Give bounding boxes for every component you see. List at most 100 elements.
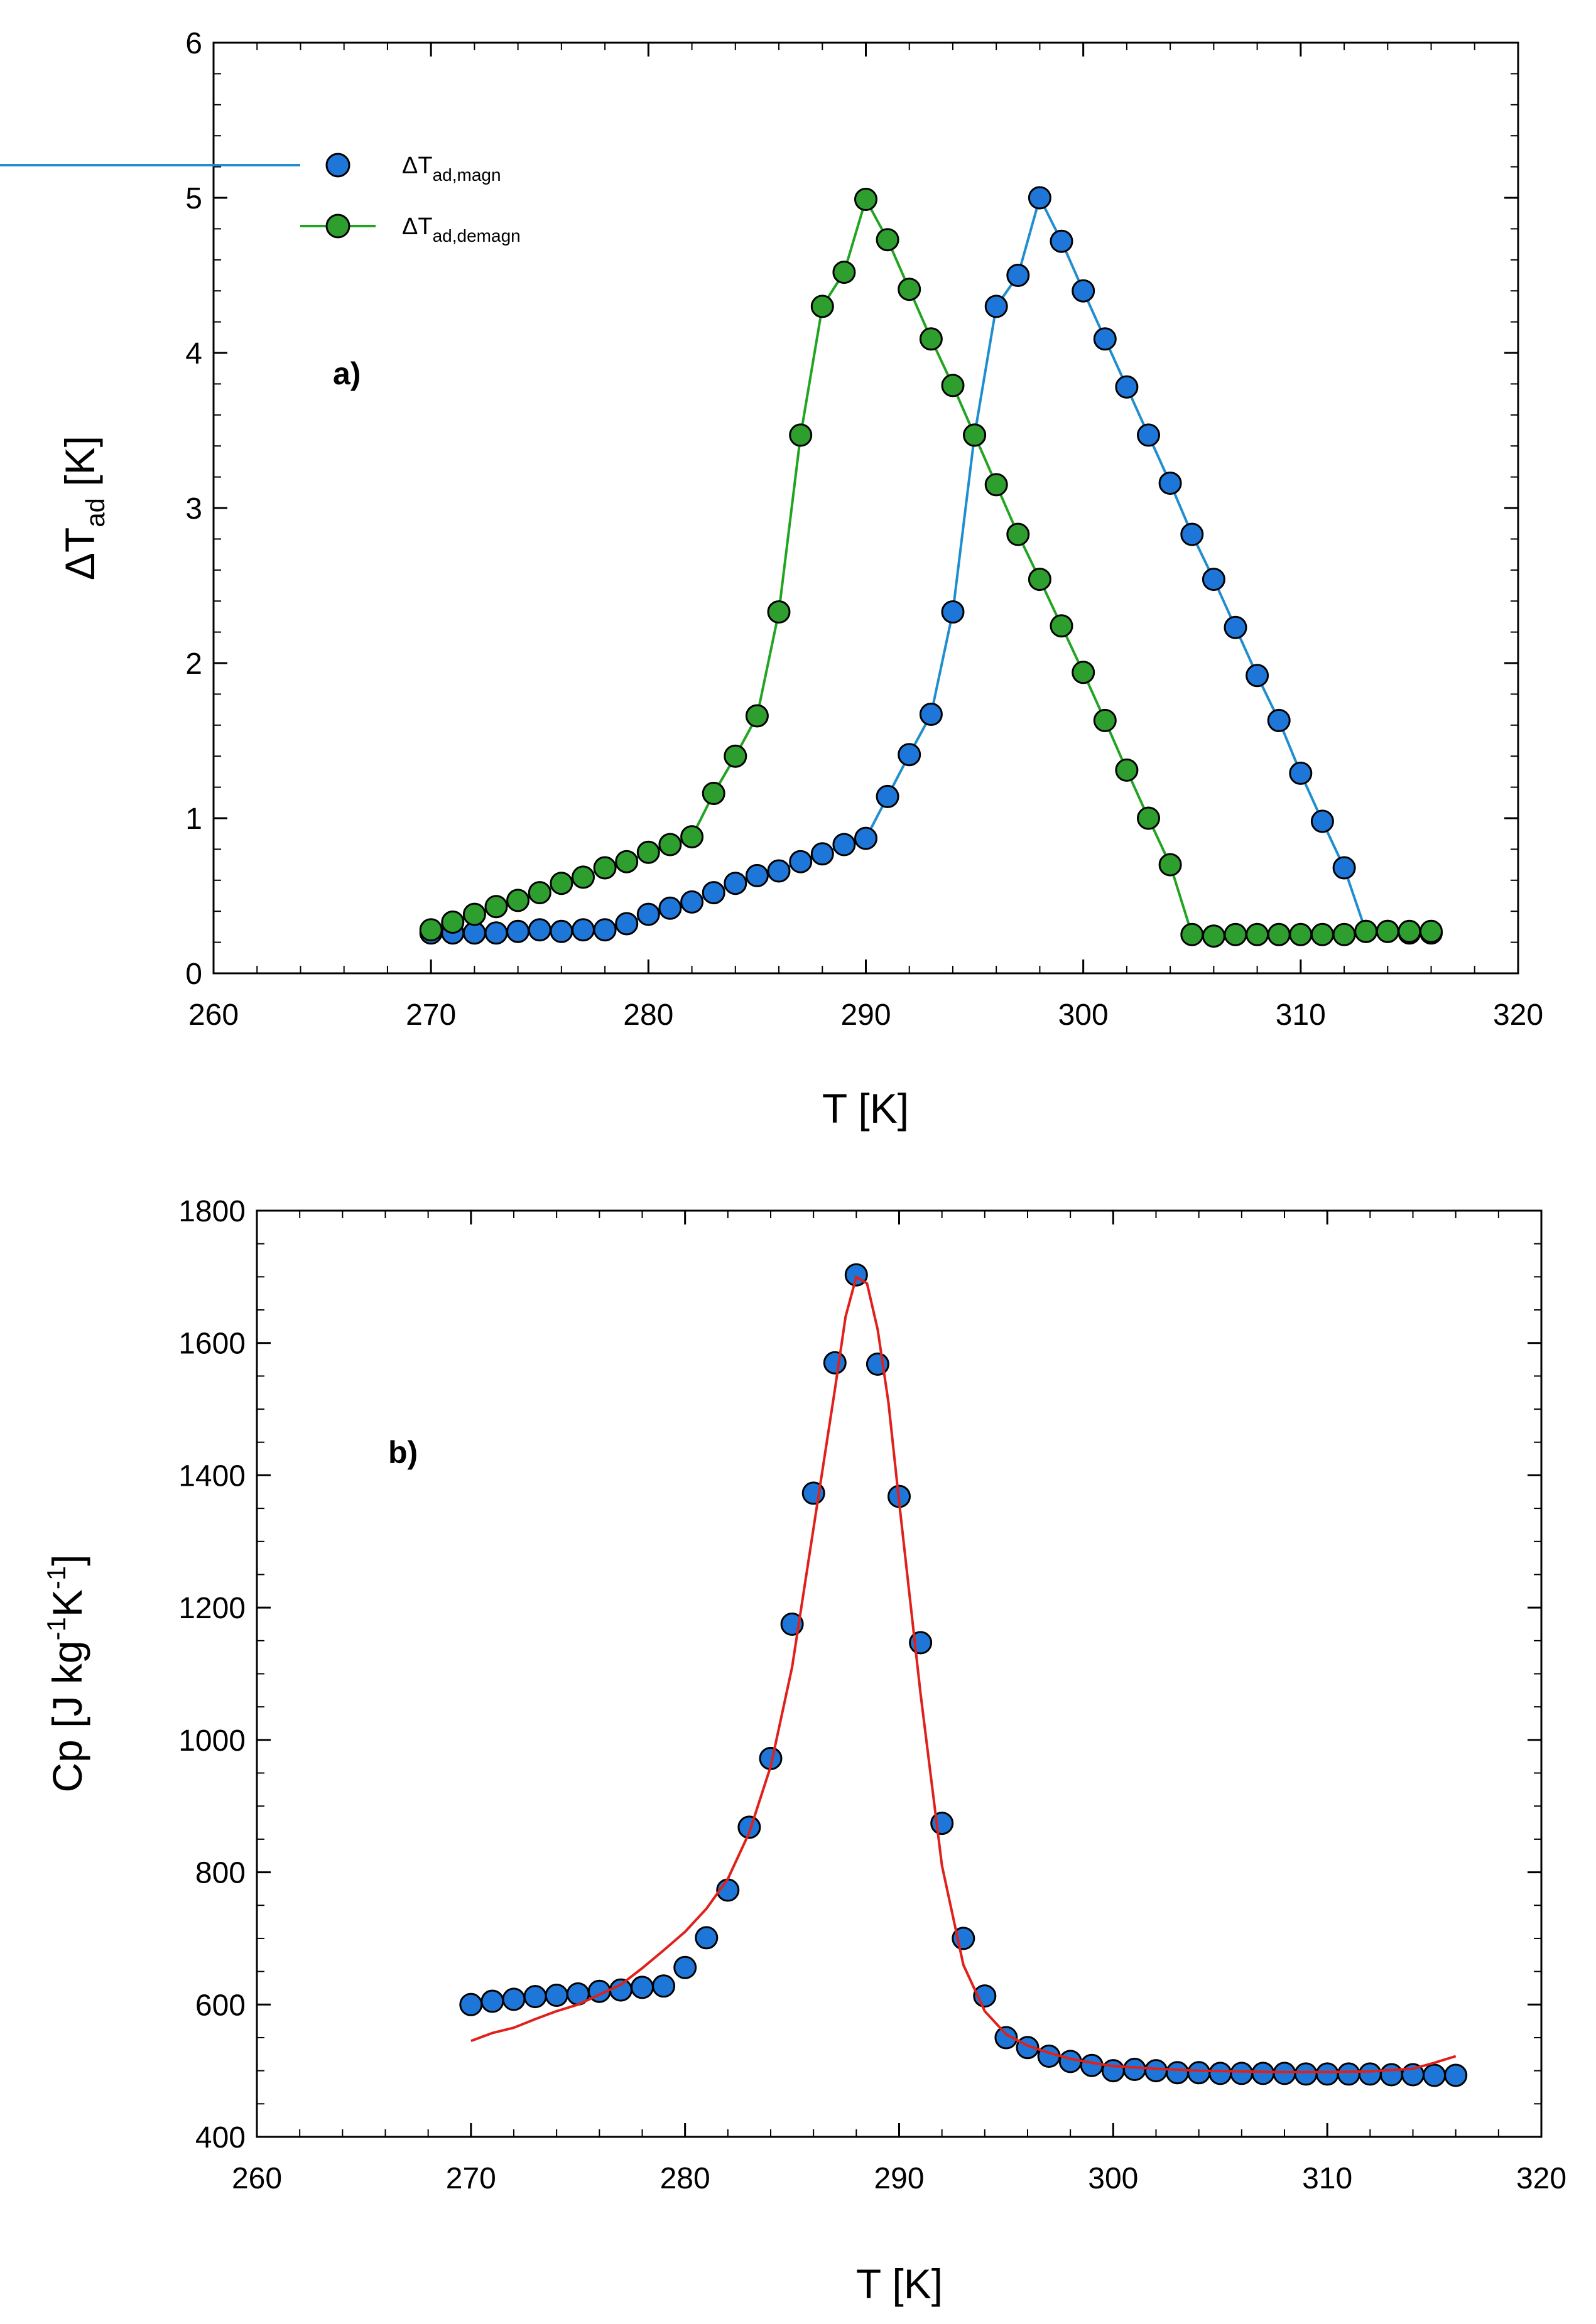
plot-a-series-1-point [593, 856, 617, 880]
plot-a-series-1-point [1310, 922, 1334, 946]
plot-a-series-1-point [615, 850, 639, 873]
plot-b-series-0-point [1379, 2063, 1403, 2087]
plot-a-series-1-point [1376, 919, 1399, 943]
plot-a-series-1-point [810, 295, 834, 318]
plot-b-x-tick-label: 310 [1302, 2162, 1352, 2195]
panel-b: 260 270 280 290 300 310 320 400 600 800 1000 1200 1… [41, 1195, 1566, 2307]
plot-b-series-0-point [545, 1984, 568, 2007]
plot-a-series-0-point [745, 863, 769, 887]
plot-a-series-1-point [636, 840, 660, 864]
plot-a-y-tick-label: 3 [185, 492, 202, 526]
plot-a-series-1-point [1332, 922, 1356, 946]
panel-a-label: a) [333, 356, 361, 391]
plot-b-x-tick-label: 290 [874, 2162, 924, 2195]
plot-b-series-0-point [823, 1351, 847, 1375]
plot-b-series-0-point [737, 1815, 761, 1839]
plot-a-series-0-point [658, 896, 682, 920]
plot-a-series-1-point [919, 327, 943, 351]
plot-a-series-0-point [1028, 186, 1051, 210]
plot-a-series-1-point [1050, 614, 1073, 638]
plot-a-series-0-point [1137, 423, 1160, 447]
plot-b-series-0-point [1208, 2062, 1232, 2085]
plot-b-series-0-point [480, 1989, 504, 2013]
plot-a-series-1-point [1224, 922, 1247, 946]
plot-a-series-0-point [898, 743, 921, 767]
plot-a-series-1-point [876, 228, 899, 252]
plot-b-series-0-point [695, 1926, 719, 1950]
plot-b-series-0-point [652, 1974, 676, 1998]
plot-b-series-0-point [1444, 2063, 1468, 2087]
plot-a-series-0-point [1115, 375, 1139, 399]
plot-a-series-0-point [919, 703, 943, 726]
plot-a-series-0-point [1180, 522, 1204, 546]
plot-a-series-0-point [636, 902, 660, 926]
plot-a-series-0-point [1158, 472, 1182, 495]
plot-a-series-1-point [1006, 522, 1030, 546]
plot-a-series-1-point [724, 744, 747, 768]
plot-a-series-0-point [1332, 856, 1356, 880]
plot-b-x-axis-label: T [K] [856, 2261, 943, 2307]
plot-b-series-0-point [1423, 2063, 1447, 2087]
plot-b-y-tick-label: 1200 [178, 1592, 246, 1625]
plot-a-x-tick-label: 320 [1493, 998, 1543, 1032]
plot-a-series-1-point [572, 865, 595, 889]
plot-a-legend: ΔTad,magn ΔTad,demagn [0, 153, 521, 246]
plot-b-series-0-point [1273, 2062, 1296, 2085]
plot-a-series-0-point [767, 859, 791, 883]
plot-a-series-1-point [745, 704, 769, 728]
plot-a-y-tick-label: 2 [185, 647, 202, 681]
plot-a-series-0-point [572, 918, 595, 942]
plot-a-series-1-point [898, 278, 921, 301]
plot-b-x-tick-label: 260 [232, 2162, 282, 2195]
plot-b-series-0-point [673, 1955, 697, 1979]
legend-marker-magn [325, 153, 350, 178]
plot-b-series-0-point [631, 1975, 654, 1999]
plot-a-series-0-point [941, 600, 965, 624]
plot-a-series-1-point [1289, 922, 1313, 946]
plot-a-series-0-point [593, 918, 617, 942]
plot-b-y-axis-label: Cp [J kg-1K-1] [41, 1554, 90, 1792]
plot-a-series-1-point [419, 918, 443, 942]
plot-a-series-0-point [724, 872, 747, 895]
plot-a-series-0-point [876, 784, 899, 808]
plot-b-y-tick-label: 1600 [178, 1327, 246, 1361]
plot-a-frame [212, 41, 1519, 975]
plot-b-series-0-point [994, 2026, 1018, 2050]
plot-b-y-tick-label: 800 [195, 1857, 246, 1890]
plot-a-series-1-line [430, 198, 1431, 938]
plot-b-y-tick-label: 400 [195, 2121, 246, 2154]
plot-a-series-0-point [506, 919, 530, 943]
plot-a-y-tick-label: 6 [185, 27, 202, 60]
legend-marker-demagn [325, 213, 350, 239]
plot-b-series-0-point [1337, 2062, 1360, 2086]
plot-a-series-1-point [528, 881, 551, 905]
plot-a-series-1-point [550, 872, 573, 895]
plot-a-series-1-point [1246, 922, 1269, 946]
plot-a-x-axis-label: T [K] [822, 1085, 909, 1132]
plot-a-series-0-point [810, 842, 834, 866]
plot-a-series-1-point [1420, 919, 1443, 943]
plot-b-series-0-point [1230, 2062, 1254, 2085]
plot-a-series-1-point [1028, 568, 1051, 592]
plot-a-series-0-point [832, 833, 856, 857]
plot-a-series-0-point [702, 881, 725, 905]
plot-a-y-tick-label: 4 [185, 337, 202, 370]
plot-a-x-tick-label: 290 [840, 998, 891, 1032]
plot-a-series-1-point [941, 374, 965, 397]
plot-a-series-1-point [1267, 922, 1291, 946]
plot-b-series-0-point [1294, 2062, 1318, 2086]
plot-b-x-tick-label: 270 [446, 2162, 496, 2195]
plot-a-series-1-point [1398, 919, 1421, 943]
plot-a-series-0-point [854, 826, 877, 850]
plot-a-series-1-point [702, 782, 725, 805]
plot-b-y-tick-label: 1400 [178, 1459, 246, 1493]
plot-b-series-0-point [930, 1812, 954, 1835]
plot-a-x-tick-label: 260 [188, 998, 239, 1032]
plot-a-series-1-point [1158, 853, 1182, 877]
plot-a-series-1-point [680, 825, 704, 849]
plot-a-x-tick-label: 270 [406, 998, 456, 1032]
plot-a-series-1-point [441, 911, 465, 934]
plot-b-y-tick-label: 1000 [178, 1724, 246, 1758]
plot-a-series-1-point [1180, 922, 1204, 946]
plot-a-series-1-point [1137, 806, 1160, 830]
